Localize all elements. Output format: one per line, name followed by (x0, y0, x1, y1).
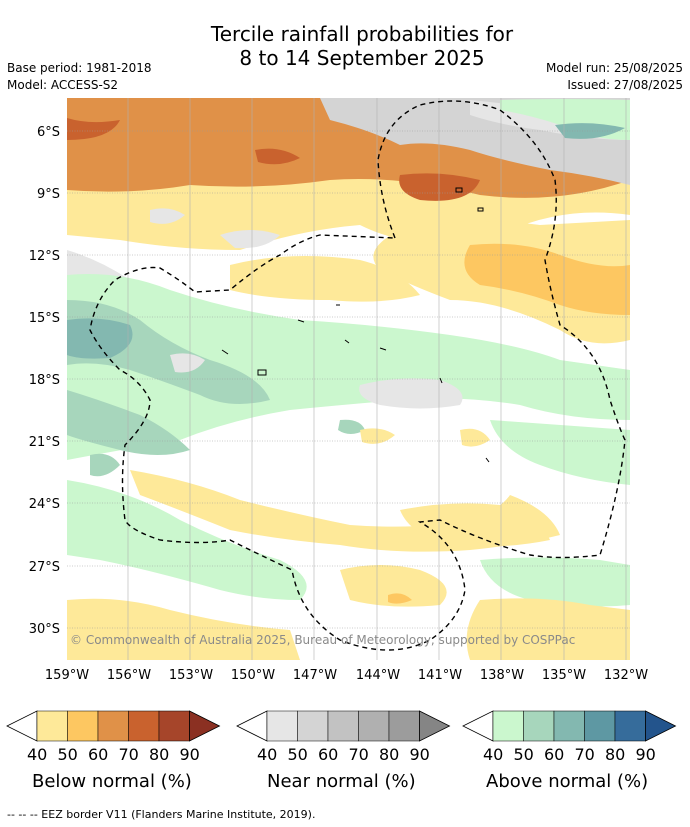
legend-swatch (553, 710, 585, 742)
copyright-text: © Commonwealth of Australia 2025, Bureau… (70, 633, 576, 647)
latitude-labels: 6°S 9°S 12°S 15°S 18°S 21°S 24°S 27°S 30… (29, 125, 60, 637)
lon-label: 132°W (604, 668, 648, 683)
map-meridians (127, 98, 627, 660)
legend-swatch (236, 710, 268, 742)
legend-tick-label: 50 (57, 745, 78, 764)
legend-swatch (36, 710, 68, 742)
lat-label: 24°S (29, 497, 60, 512)
island-outlines (221, 187, 490, 463)
legend-colorbars (6, 710, 677, 742)
legend-swatch (419, 710, 451, 742)
legend-swatch (388, 710, 420, 742)
lat-label: 30°S (29, 622, 60, 637)
legend-tick-label: 60 (88, 745, 109, 764)
legend-below-normal-title: Below normal (%) (32, 771, 192, 792)
legend-swatch (128, 710, 160, 742)
legend-swatch (189, 710, 221, 742)
legend-swatch (358, 710, 390, 742)
lat-label: 12°S (29, 249, 60, 264)
legend-swatch (645, 710, 677, 742)
legend-tick-label: 70 (348, 745, 369, 764)
legend-tick-label: 90 (179, 745, 200, 764)
lat-label: 27°S (29, 560, 60, 575)
legend-swatch (523, 710, 555, 742)
legend-swatch (327, 710, 359, 742)
lon-label: 150°W (231, 668, 275, 683)
lat-label: 18°S (29, 373, 60, 388)
legend-tick-label: 70 (574, 745, 595, 764)
lat-label: 21°S (29, 435, 60, 450)
map-title: Tercile rainfall probabilities for 8 to … (0, 22, 690, 70)
lon-label: 144°W (356, 668, 400, 683)
legend-near-normal-bar (236, 710, 451, 742)
probability-fields (67, 98, 630, 660)
legend-tick-label: 50 (287, 745, 308, 764)
legend-swatch (462, 710, 494, 742)
title-line-2: 8 to 14 September 2025 (239, 46, 485, 70)
legend-swatch (584, 710, 616, 742)
model-text: Model: ACCESS-S2 (7, 78, 119, 92)
legend-swatch (614, 710, 646, 742)
lat-label: 9°S (37, 187, 60, 202)
legend-tick-label: 70 (118, 745, 139, 764)
legend-swatch (492, 710, 524, 742)
legend-tick-label: 60 (544, 745, 565, 764)
legend-tick-label: 40 (257, 745, 278, 764)
legend-swatch (158, 710, 190, 742)
lon-label: 138°W (480, 668, 524, 683)
lat-label: 6°S (37, 125, 60, 140)
legend-above-normal-bar (462, 710, 677, 742)
legend-tick-label: 80 (379, 745, 400, 764)
title-line-1: Tercile rainfall probabilities for (210, 22, 514, 46)
lon-label: 156°W (107, 668, 151, 683)
legend-near-normal-title: Near normal (%) (267, 771, 416, 792)
legend-swatch (97, 710, 129, 742)
legend-tick-label: 90 (409, 745, 430, 764)
legend-tick-label: 90 (635, 745, 656, 764)
legend-tick-label: 40 (27, 745, 48, 764)
legend-tick-label: 60 (318, 745, 339, 764)
longitude-labels: 159°W 156°W 153°W 150°W 147°W 144°W 141°… (45, 668, 648, 683)
legend-swatch (266, 710, 298, 742)
legend-swatch (297, 710, 329, 742)
model-run-text: Model run: 25/08/2025 (545, 61, 683, 75)
legend-tick-label: 80 (605, 745, 626, 764)
lon-label: 141°W (418, 668, 462, 683)
legend-below-normal-bar (6, 710, 221, 742)
legend-tick-label: 50 (513, 745, 534, 764)
eez-footnote: -- -- -- EEZ border V11 (Flanders Marine… (7, 808, 316, 821)
legend-swatch (6, 710, 38, 742)
probability-map: 6°S 9°S 12°S 15°S 18°S 21°S 24°S 27°S 30… (29, 98, 648, 683)
legend-above-normal-title: Above normal (%) (486, 771, 649, 792)
lon-label: 153°W (169, 668, 213, 683)
issued-text: Issued: 27/08/2025 (567, 78, 683, 92)
legend-tick-label: 40 (483, 745, 504, 764)
lon-label: 159°W (45, 668, 89, 683)
lat-label: 15°S (29, 311, 60, 326)
lon-label: 147°W (293, 668, 337, 683)
meta-left: Base period: 1981-2018 Model: ACCESS-S2 (7, 60, 152, 94)
meta-right: Model run: 25/08/2025 Issued: 27/08/2025 (546, 60, 683, 94)
legend-tick-label: 80 (149, 745, 170, 764)
legend-swatch (67, 710, 99, 742)
lon-label: 135°W (542, 668, 586, 683)
base-period-text: Base period: 1981-2018 (7, 61, 152, 75)
